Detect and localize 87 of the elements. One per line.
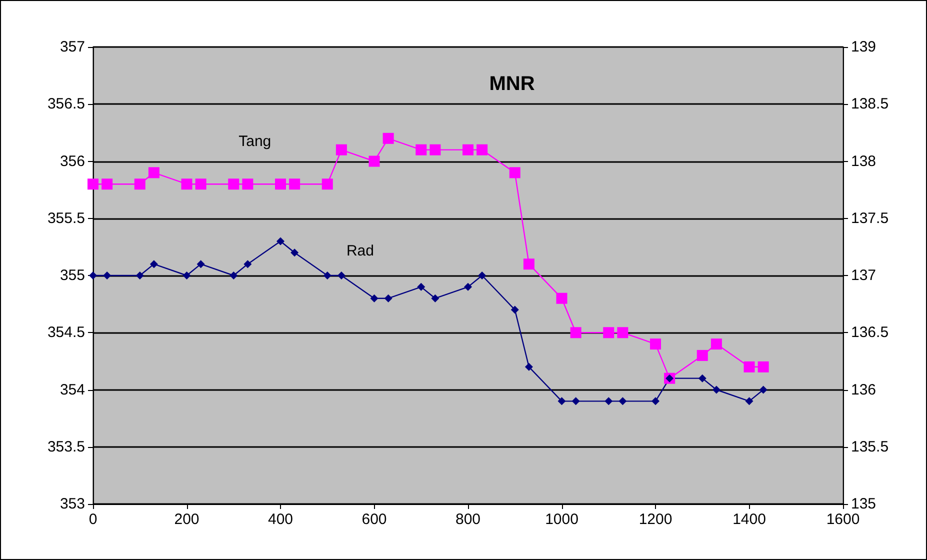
point: [710, 338, 722, 350]
x-tick-label: 1600: [826, 511, 860, 528]
y-tick-label: 357: [60, 38, 85, 56]
point: [523, 258, 534, 270]
point: [290, 248, 299, 257]
point: [758, 361, 769, 372]
point: [476, 144, 488, 156]
point: [462, 144, 474, 156]
point: [181, 178, 192, 190]
point: [382, 132, 394, 144]
y-tick-label: 356.5: [47, 96, 85, 113]
point: [696, 350, 708, 361]
text: MNR: [489, 73, 536, 95]
point: [102, 178, 113, 190]
point: [698, 374, 706, 382]
point: [745, 397, 754, 406]
point: [337, 272, 346, 280]
point: [558, 397, 566, 406]
y2-tick-label: 136: [851, 381, 876, 398]
point: [182, 272, 191, 280]
point: [322, 178, 333, 190]
point: [244, 260, 252, 268]
point: [368, 156, 380, 167]
y-tick-label: 354: [60, 381, 85, 398]
x-tick-label: 1400: [732, 511, 766, 528]
point: [712, 386, 720, 394]
x-tick-label: 1200: [638, 511, 672, 528]
point: [336, 144, 347, 156]
x-tick-label: 600: [362, 511, 387, 528]
point: [275, 178, 286, 190]
point: [431, 294, 440, 302]
y-tick-label: 356: [60, 152, 85, 170]
y2-tick-label: 135: [851, 496, 876, 512]
x-tick-label: 200: [174, 511, 200, 528]
point: [572, 397, 580, 406]
y-tick-label: 355: [60, 267, 85, 284]
y-tick-label: 353: [60, 496, 85, 512]
series-label: Tang: [238, 133, 272, 150]
y2-tick-label: 137: [851, 267, 876, 284]
point: [652, 397, 660, 406]
point: [510, 306, 519, 314]
point: [478, 272, 486, 280]
point: [524, 362, 533, 371]
point: [370, 294, 378, 302]
point: [323, 272, 332, 280]
y-tick-label: 355.5: [47, 210, 85, 227]
point: [276, 237, 284, 246]
series-label: Rad: [346, 242, 374, 260]
y2-tick-label: 138: [851, 152, 876, 170]
point: [509, 167, 520, 178]
point: [617, 327, 628, 338]
point: [148, 167, 160, 178]
x-tick-label: 800: [455, 511, 481, 528]
point: [289, 178, 300, 190]
point: [150, 260, 158, 268]
x-tick-label: 0: [88, 511, 98, 528]
y-tick-label: 354.5: [47, 324, 85, 342]
x-tick-label: 1000: [545, 511, 578, 528]
y2-tick-label: 135.5: [851, 438, 889, 456]
point: [759, 386, 768, 394]
point: [464, 282, 472, 291]
point: [88, 178, 98, 190]
point: [103, 272, 112, 280]
point: [134, 178, 146, 190]
point: [417, 282, 426, 291]
point: [430, 144, 441, 156]
point: [416, 144, 427, 156]
point: [618, 397, 627, 406]
x-tick-label: 400: [268, 511, 294, 528]
y-tick-label: 353.5: [47, 438, 85, 456]
y2-tick-label: 139: [851, 38, 876, 56]
point: [604, 397, 613, 406]
point: [384, 294, 392, 302]
point: [556, 292, 568, 304]
point: [744, 361, 755, 372]
point: [230, 272, 238, 280]
point: [196, 260, 205, 268]
y2-tick-label: 137.5: [851, 210, 889, 227]
point: [570, 327, 582, 338]
point: [195, 178, 206, 190]
point: [603, 327, 614, 338]
point: [136, 272, 144, 280]
point: [242, 178, 254, 190]
point: [228, 178, 240, 190]
point: [650, 338, 661, 350]
y2-tick-label: 136.5: [851, 324, 889, 342]
y2-tick-label: 138.5: [851, 96, 889, 113]
